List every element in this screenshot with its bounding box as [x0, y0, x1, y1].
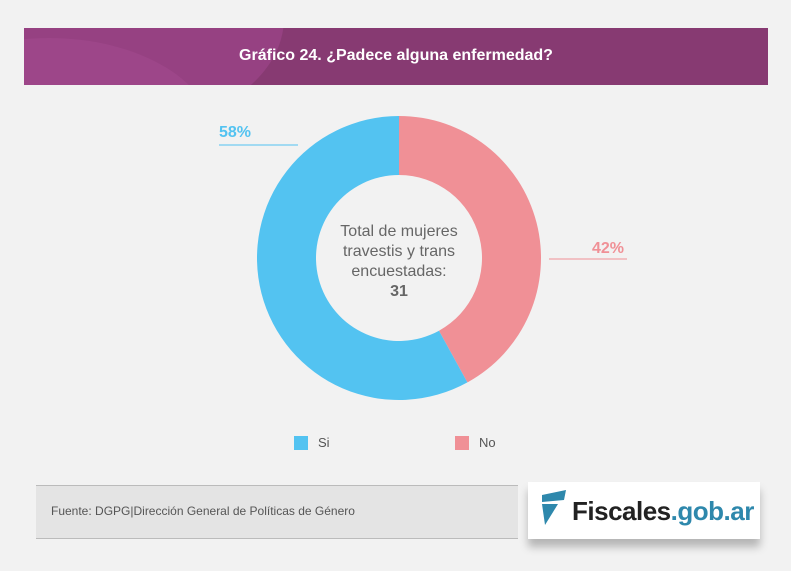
legend-swatch-no: [455, 435, 469, 450]
legend-label: No: [479, 435, 496, 450]
fiscales-logo[interactable]: Fiscales.gob.ar: [528, 482, 760, 539]
chart-header: Gráfico 24. ¿Padece alguna enfermedad?: [24, 28, 768, 85]
chart-title: Gráfico 24. ¿Padece alguna enfermedad?: [239, 47, 553, 64]
legend-item-si: Si: [294, 435, 330, 450]
center-caption: Total de mujeres travestis y trans encue…: [340, 223, 458, 280]
donut-slice-si: [256, 116, 468, 400]
legend-swatch-si: [294, 435, 308, 450]
source-text: Fuente: DGPG|Dirección General de Políti…: [51, 504, 355, 518]
legend-label: Si: [318, 435, 330, 450]
logo-flag-icon: [542, 490, 566, 525]
donut-center-text: Total de mujeres travestis y trans encue…: [319, 222, 479, 302]
data-label-no: 42%: [592, 240, 625, 257]
data-label-si: 58%: [219, 124, 252, 141]
donut-slice-no: [399, 116, 541, 383]
source-box: Fuente: DGPG|Dirección General de Políti…: [36, 485, 518, 539]
center-value: 31: [390, 283, 408, 300]
legend-item-no: No: [455, 435, 496, 450]
logo-text: Fiscales.gob.ar: [572, 496, 754, 526]
